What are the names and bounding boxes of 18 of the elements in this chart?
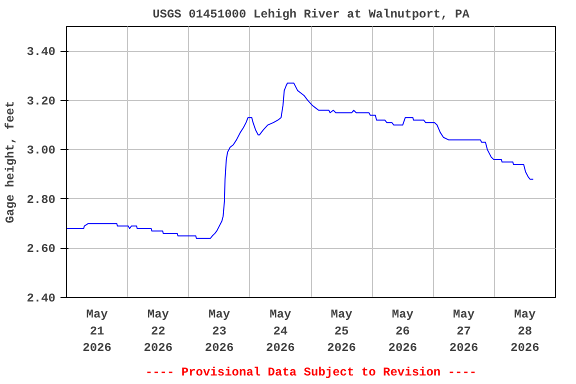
y-tick-label: 3.00: [26, 144, 56, 158]
y-tick-label: 3.20: [26, 94, 56, 108]
y-axis-title: Gage height, feet: [4, 100, 18, 224]
x-tick-label: May 27 2026: [449, 308, 478, 356]
chart-title: USGS 01451000 Lehigh River at Walnutport, PA: [152, 8, 470, 22]
x-tick-label: May 23 2026: [204, 308, 234, 356]
x-tick-label: May 26 2026: [388, 308, 418, 356]
x-tick-label: May 21 2026: [82, 308, 112, 356]
text: ---- Provisional Data Subject to Revision ----: [145, 366, 477, 380]
line-series: [66, 82, 534, 239]
x-tick-label: May 24 2026: [266, 308, 295, 356]
x-tick-label: May 25 2026: [327, 308, 356, 356]
x-tick-label: May 22 2026: [144, 308, 173, 356]
x-tick-label: May 28 2026: [510, 308, 540, 356]
y-tick-label: 2.60: [26, 242, 56, 256]
y-tick-label: 2.40: [26, 292, 56, 306]
y-tick-label: 3.40: [26, 45, 56, 60]
y-tick-label: 2.80: [26, 192, 56, 207]
